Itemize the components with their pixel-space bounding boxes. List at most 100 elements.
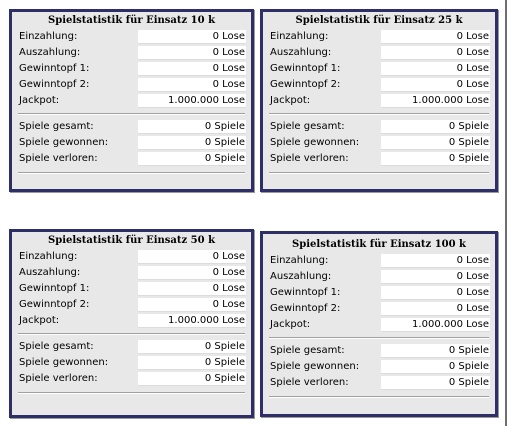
stats-panel-10k: Spielstatistik für Einsatz 10 k Einzahlu… bbox=[9, 9, 254, 192]
label-jackpot: Jackpot: bbox=[270, 95, 311, 106]
row-spiele-verloren: Spiele verloren: 0 Spiele bbox=[12, 371, 251, 387]
value-spiele-gewonnen: 0 Spiele bbox=[381, 360, 490, 374]
divider bbox=[12, 329, 251, 339]
label-gewinntopf-2: Gewinntopf 2: bbox=[19, 299, 90, 310]
divider bbox=[263, 109, 495, 119]
value-gewinntopf-2: 0 Lose bbox=[381, 302, 490, 316]
row-auszahlung: Auszahlung: 0 Lose bbox=[263, 45, 495, 61]
label-spiele-verloren: Spiele verloren: bbox=[270, 153, 349, 164]
row-gewinntopf-1: Gewinntopf 1: 0 Lose bbox=[263, 285, 495, 301]
value-spiele-gesamt: 0 Spiele bbox=[381, 344, 490, 358]
value-spiele-gewonnen: 0 Spiele bbox=[138, 136, 246, 150]
label-auszahlung: Auszahlung: bbox=[270, 271, 332, 282]
value-spiele-gewonnen: 0 Spiele bbox=[381, 136, 490, 150]
row-gewinntopf-1: Gewinntopf 1: 0 Lose bbox=[263, 61, 495, 77]
row-einzahlung: Einzahlung: 0 Lose bbox=[263, 29, 495, 45]
bottom-divider bbox=[263, 391, 495, 401]
row-einzahlung: Einzahlung: 0 Lose bbox=[263, 253, 495, 269]
label-spiele-gesamt: Spiele gesamt: bbox=[19, 341, 94, 352]
label-einzahlung: Einzahlung: bbox=[270, 255, 329, 266]
row-spiele-gesamt: Spiele gesamt: 0 Spiele bbox=[12, 339, 251, 355]
label-gewinntopf-2: Gewinntopf 2: bbox=[270, 79, 341, 90]
value-gewinntopf-1: 0 Lose bbox=[138, 282, 246, 296]
label-spiele-verloren: Spiele verloren: bbox=[19, 153, 98, 164]
bottom-divider bbox=[12, 167, 251, 177]
value-gewinntopf-2: 0 Lose bbox=[381, 78, 490, 92]
row-gewinntopf-1: Gewinntopf 1: 0 Lose bbox=[12, 281, 251, 297]
value-spiele-verloren: 0 Spiele bbox=[381, 152, 490, 166]
label-gewinntopf-1: Gewinntopf 1: bbox=[19, 283, 90, 294]
label-auszahlung: Auszahlung: bbox=[270, 47, 332, 58]
value-gewinntopf-1: 0 Lose bbox=[138, 62, 246, 76]
value-spiele-verloren: 0 Spiele bbox=[138, 152, 246, 166]
panel-title: Spielstatistik für Einsatz 25 k bbox=[295, 15, 463, 26]
label-auszahlung: Auszahlung: bbox=[19, 47, 81, 58]
label-spiele-verloren: Spiele verloren: bbox=[19, 373, 98, 384]
row-einzahlung: Einzahlung: 0 Lose bbox=[12, 249, 251, 265]
row-gewinntopf-1: Gewinntopf 1: 0 Lose bbox=[12, 61, 251, 77]
label-jackpot: Jackpot: bbox=[19, 95, 60, 106]
row-spiele-gewonnen: Spiele gewonnen: 0 Spiele bbox=[12, 135, 251, 151]
row-jackpot: Jackpot: 1.000.000 Lose bbox=[263, 93, 495, 109]
row-spiele-verloren: Spiele verloren: 0 Spiele bbox=[263, 375, 495, 391]
row-spiele-gewonnen: Spiele gewonnen: 0 Spiele bbox=[263, 135, 495, 151]
value-jackpot: 1.000.000 Lose bbox=[138, 94, 246, 108]
label-einzahlung: Einzahlung: bbox=[270, 31, 329, 42]
stats-panel-50k: Spielstatistik für Einsatz 50 k Einzahlu… bbox=[9, 229, 254, 418]
value-jackpot: 1.000.000 Lose bbox=[381, 94, 490, 108]
label-spiele-gesamt: Spiele gesamt: bbox=[270, 121, 345, 132]
value-gewinntopf-1: 0 Lose bbox=[381, 62, 490, 76]
label-spiele-gewonnen: Spiele gewonnen: bbox=[270, 137, 360, 148]
row-spiele-verloren: Spiele verloren: 0 Spiele bbox=[12, 151, 251, 167]
label-spiele-gesamt: Spiele gesamt: bbox=[270, 345, 345, 356]
row-gewinntopf-2: Gewinntopf 2: 0 Lose bbox=[12, 297, 251, 313]
label-spiele-gewonnen: Spiele gewonnen: bbox=[270, 361, 360, 372]
label-auszahlung: Auszahlung: bbox=[19, 267, 81, 278]
value-gewinntopf-2: 0 Lose bbox=[138, 298, 246, 312]
label-gewinntopf-1: Gewinntopf 1: bbox=[270, 287, 341, 298]
label-spiele-verloren: Spiele verloren: bbox=[270, 377, 349, 388]
label-jackpot: Jackpot: bbox=[19, 315, 60, 326]
value-auszahlung: 0 Lose bbox=[138, 46, 246, 60]
row-auszahlung: Auszahlung: 0 Lose bbox=[263, 269, 495, 285]
value-auszahlung: 0 Lose bbox=[138, 266, 246, 280]
label-spiele-gewonnen: Spiele gewonnen: bbox=[19, 357, 109, 368]
value-spiele-gewonnen: 0 Spiele bbox=[138, 356, 246, 370]
panel-title: Spielstatistik für Einsatz 10 k bbox=[47, 15, 215, 26]
row-einzahlung: Einzahlung: 0 Lose bbox=[12, 29, 251, 45]
value-jackpot: 1.000.000 Lose bbox=[138, 314, 246, 328]
row-gewinntopf-2: Gewinntopf 2: 0 Lose bbox=[263, 301, 495, 317]
row-jackpot: Jackpot: 1.000.000 Lose bbox=[263, 317, 495, 333]
value-einzahlung: 0 Lose bbox=[138, 250, 246, 264]
row-gewinntopf-2: Gewinntopf 2: 0 Lose bbox=[263, 77, 495, 93]
value-spiele-gesamt: 0 Spiele bbox=[138, 340, 246, 354]
row-spiele-gewonnen: Spiele gewonnen: 0 Spiele bbox=[12, 355, 251, 371]
value-spiele-gesamt: 0 Spiele bbox=[381, 120, 490, 134]
row-spiele-gesamt: Spiele gesamt: 0 Spiele bbox=[263, 119, 495, 135]
row-spiele-gewonnen: Spiele gewonnen: 0 Spiele bbox=[263, 359, 495, 375]
panel-title: Spielstatistik für Einsatz 50 k bbox=[47, 235, 215, 246]
value-einzahlung: 0 Lose bbox=[138, 30, 246, 44]
label-jackpot: Jackpot: bbox=[270, 319, 311, 330]
stats-panel-100k: Spielstatistik für Einsatz 100 k Einzahl… bbox=[260, 231, 498, 417]
stats-panel-25k: Spielstatistik für Einsatz 25 k Einzahlu… bbox=[260, 9, 498, 192]
value-jackpot: 1.000.000 Lose bbox=[381, 318, 490, 332]
value-spiele-verloren: 0 Spiele bbox=[138, 372, 246, 386]
page-right-border bbox=[505, 0, 507, 426]
value-spiele-gesamt: 0 Spiele bbox=[138, 120, 246, 134]
value-gewinntopf-2: 0 Lose bbox=[138, 78, 246, 92]
label-gewinntopf-1: Gewinntopf 1: bbox=[19, 63, 90, 74]
label-spiele-gesamt: Spiele gesamt: bbox=[19, 121, 94, 132]
row-jackpot: Jackpot: 1.000.000 Lose bbox=[12, 93, 251, 109]
value-einzahlung: 0 Lose bbox=[381, 254, 490, 268]
row-spiele-gesamt: Spiele gesamt: 0 Spiele bbox=[263, 343, 495, 359]
panel-title: Spielstatistik für Einsatz 100 k bbox=[292, 239, 466, 250]
row-spiele-gesamt: Spiele gesamt: 0 Spiele bbox=[12, 119, 251, 135]
row-spiele-verloren: Spiele verloren: 0 Spiele bbox=[263, 151, 495, 167]
row-auszahlung: Auszahlung: 0 Lose bbox=[12, 45, 251, 61]
label-gewinntopf-2: Gewinntopf 2: bbox=[270, 303, 341, 314]
value-auszahlung: 0 Lose bbox=[381, 46, 490, 60]
bottom-divider bbox=[263, 167, 495, 177]
label-gewinntopf-2: Gewinntopf 2: bbox=[19, 79, 90, 90]
value-gewinntopf-1: 0 Lose bbox=[381, 286, 490, 300]
